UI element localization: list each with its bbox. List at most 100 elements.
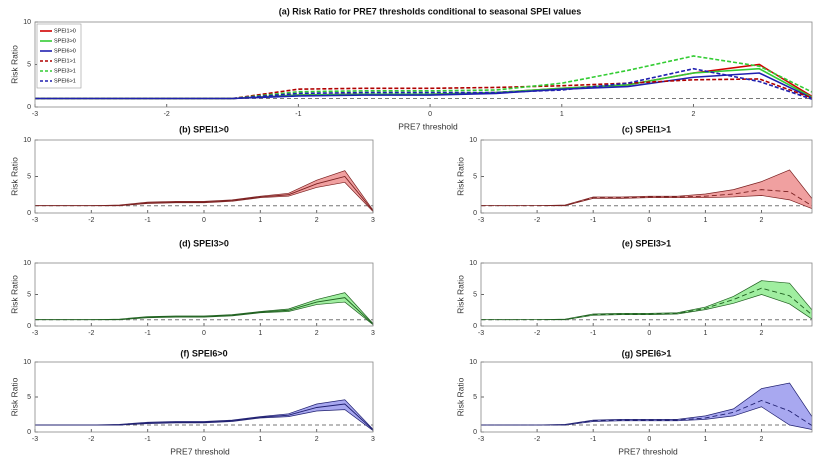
y-tick-label: 5 xyxy=(473,291,477,298)
y-tick-label: 0 xyxy=(27,429,31,436)
x-tick-label: -2 xyxy=(88,217,94,224)
panel-title: (d) SPEI3>0 xyxy=(179,238,229,248)
y-tick-label: 0 xyxy=(473,210,477,217)
series-line xyxy=(35,72,812,100)
y-axis-label: Risk Ratio xyxy=(9,157,19,196)
y-tick-label: 5 xyxy=(473,394,477,401)
plot-frame xyxy=(34,262,374,327)
legend-label: SPEI3>1 xyxy=(54,68,76,74)
x-tick-label: 0 xyxy=(202,330,206,337)
x-tick-label: 1 xyxy=(560,111,564,118)
plot-content xyxy=(481,169,812,209)
plot-frame xyxy=(480,361,813,433)
plot-frame xyxy=(34,21,813,108)
x-axis-label: PRE7 threshold xyxy=(618,446,678,456)
x-tick-label: 3 xyxy=(371,330,375,337)
panel-title: (a) Risk Ratio for PRE7 thresholds condi… xyxy=(279,6,582,16)
x-tick-label: 0 xyxy=(647,330,651,337)
x-tick-label: 1 xyxy=(703,436,707,443)
mean-line xyxy=(481,400,812,427)
x-tick-label: 3 xyxy=(371,217,375,224)
band-area xyxy=(35,170,373,212)
y-tick-label: 10 xyxy=(23,19,31,26)
y-axis-label: Risk Ratio xyxy=(455,275,465,314)
x-tick-label: -3 xyxy=(32,111,38,118)
x-tick-label: -1 xyxy=(295,111,301,118)
x-axis-label: PRE7 threshold xyxy=(170,446,230,456)
y-axis-label: Risk Ratio xyxy=(455,377,465,416)
x-tick-label: -3 xyxy=(32,330,38,337)
y-axis-label: Risk Ratio xyxy=(455,157,465,196)
panel-title: (g) SPEI6>1 xyxy=(622,348,672,358)
x-tick-label: -2 xyxy=(534,217,540,224)
plot-area xyxy=(35,22,812,107)
y-tick-label: 0 xyxy=(27,210,31,217)
y-tick-label: 5 xyxy=(27,173,31,180)
plot-content xyxy=(35,399,373,431)
y-tick-label: 5 xyxy=(27,291,31,298)
y-tick-label: 10 xyxy=(469,137,477,144)
x-tick-label: 3 xyxy=(371,436,375,443)
panel-title: (c) SPEI1>1 xyxy=(622,124,671,134)
x-tick-label: -2 xyxy=(88,330,94,337)
x-tick-label: 2 xyxy=(315,436,319,443)
x-tick-label: 2 xyxy=(315,330,319,337)
x-tick-label: 0 xyxy=(647,436,651,443)
x-tick-label: -3 xyxy=(32,217,38,224)
x-tick-label: -2 xyxy=(88,436,94,443)
y-tick-label: 0 xyxy=(27,104,31,111)
y-tick-label: 10 xyxy=(469,260,477,267)
x-tick-label: -3 xyxy=(478,436,484,443)
mean-line xyxy=(481,189,812,207)
plot-frame xyxy=(34,361,374,433)
plot-content xyxy=(481,280,812,321)
panel-title: (f) SPEI6>0 xyxy=(180,348,227,358)
x-tick-label: 2 xyxy=(760,330,764,337)
x-tick-label: -1 xyxy=(145,330,151,337)
series-line xyxy=(35,55,812,100)
x-tick-label: 1 xyxy=(703,330,707,337)
y-tick-label: 0 xyxy=(473,429,477,436)
x-tick-label: -1 xyxy=(145,217,151,224)
plot-frame xyxy=(34,139,374,214)
y-tick-label: 10 xyxy=(23,137,31,144)
x-tick-label: -2 xyxy=(164,111,170,118)
band-area xyxy=(481,280,812,320)
band-area xyxy=(35,292,373,325)
x-tick-label: 1 xyxy=(703,217,707,224)
x-tick-label: -1 xyxy=(145,436,151,443)
x-tick-label: 2 xyxy=(692,111,696,118)
mean-line xyxy=(35,403,373,431)
plot-area xyxy=(35,140,373,213)
x-tick-label: 1 xyxy=(258,436,262,443)
mean-line xyxy=(35,297,373,325)
x-tick-label: 2 xyxy=(760,436,764,443)
y-tick-label: 10 xyxy=(23,359,31,366)
band-area xyxy=(35,399,373,431)
plot-content xyxy=(35,170,373,212)
plot-content xyxy=(35,55,812,101)
y-tick-label: 10 xyxy=(23,260,31,267)
plot-area xyxy=(35,362,373,432)
legend-label: SPEI1>1 xyxy=(54,58,76,64)
panel-title: (e) SPEI3>1 xyxy=(622,238,671,248)
band-area xyxy=(481,383,812,430)
plot-content xyxy=(35,292,373,326)
y-axis-label: Risk Ratio xyxy=(9,275,19,314)
x-tick-label: -3 xyxy=(478,330,484,337)
plot-frame xyxy=(480,262,813,327)
y-tick-label: 0 xyxy=(27,323,31,330)
series-line xyxy=(35,67,812,101)
x-tick-label: 1 xyxy=(258,217,262,224)
x-tick-label: 2 xyxy=(315,217,319,224)
x-tick-label: 2 xyxy=(760,217,764,224)
y-tick-label: 0 xyxy=(473,323,477,330)
x-tick-label: 0 xyxy=(202,436,206,443)
plot-content xyxy=(481,382,812,430)
mean-line xyxy=(481,287,812,321)
x-tick-label: -1 xyxy=(590,217,596,224)
plot-area xyxy=(481,140,812,213)
x-tick-label: -3 xyxy=(478,217,484,224)
x-tick-label: 0 xyxy=(202,217,206,224)
